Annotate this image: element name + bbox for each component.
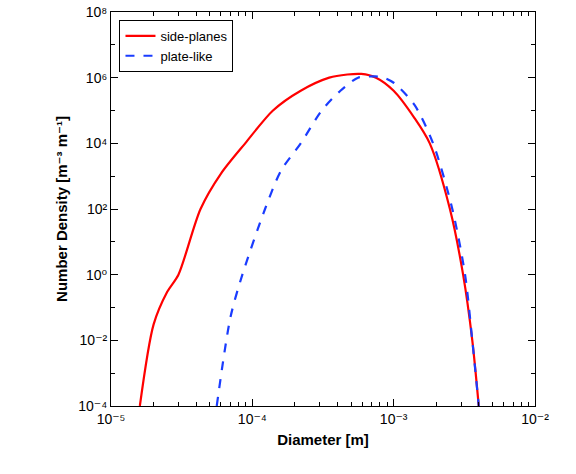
svg-text:10⁴: 10⁴ [86,135,108,151]
svg-text:10⁻²: 10⁻² [80,332,108,348]
svg-text:Diameter [m]: Diameter [m] [277,431,369,448]
svg-text:10⁻²: 10⁻² [521,411,549,427]
svg-text:10⁸: 10⁸ [86,4,108,20]
svg-text:10⁻⁴: 10⁻⁴ [238,411,267,427]
svg-text:Number Density [m⁻³ m⁻¹]: Number Density [m⁻³ m⁻¹] [53,116,70,302]
svg-text:10⁰: 10⁰ [86,267,108,283]
svg-text:10⁻³: 10⁻³ [380,411,408,427]
svg-text:10⁻⁵: 10⁻⁵ [97,411,126,427]
svg-text:side-planes: side-planes [160,29,227,44]
svg-text:plate-like: plate-like [160,49,212,64]
svg-text:10⁶: 10⁶ [86,70,107,86]
svg-text:10²: 10² [87,201,108,217]
svg-text:10⁻⁴: 10⁻⁴ [78,398,107,414]
